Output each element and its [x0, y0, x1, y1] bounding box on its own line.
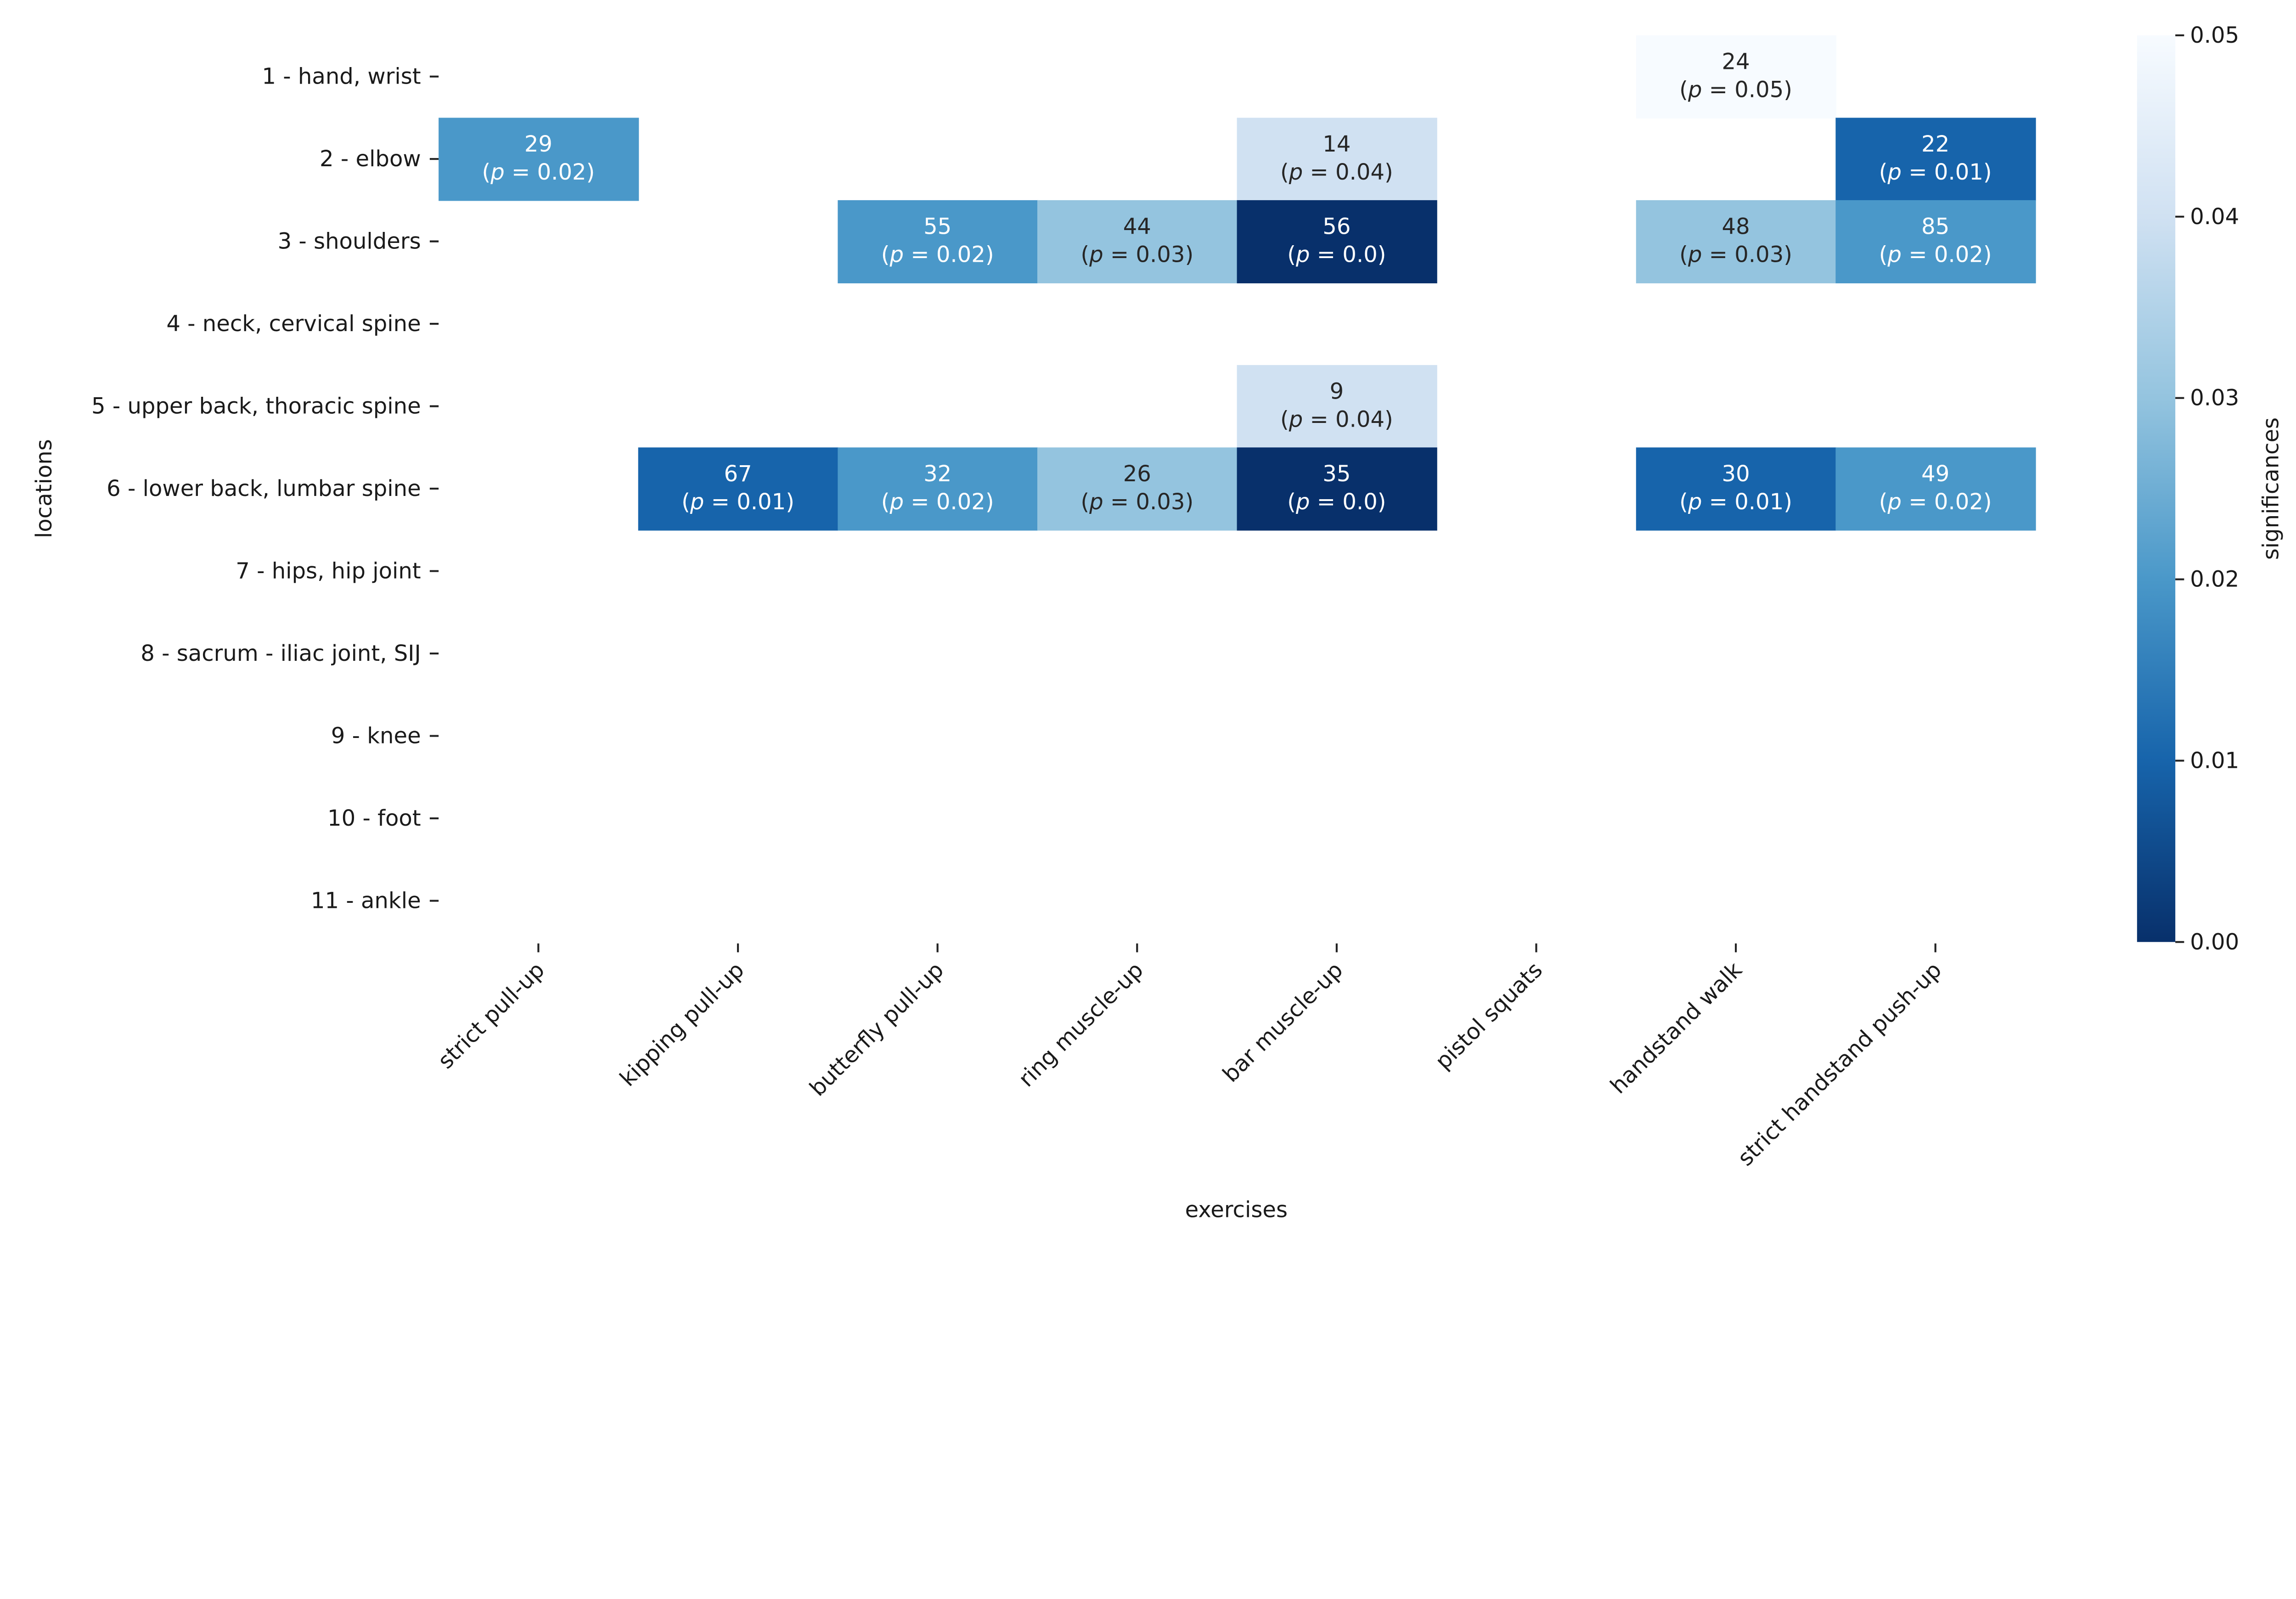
cell-rect [1037, 447, 1238, 531]
cell-count-label: 85 [1921, 214, 1949, 240]
x-tick-label: strict pull-up [433, 957, 550, 1074]
y-axis: 1 - hand, wrist 2 - elbow 3 - shoulders 4 -… [91, 64, 439, 914]
x-tick-label: handstand walk [1605, 957, 1747, 1099]
colorbar [2137, 35, 2176, 942]
y-tick-label: 11 - ankle [311, 888, 421, 914]
cell-count-label: 32 [923, 461, 951, 487]
cell-rect [1237, 447, 1437, 531]
cell-count-label: 67 [724, 461, 752, 487]
heatmap-cell: 49(p = 0.02) [1835, 447, 2036, 531]
x-tick-label: kipping pull-up [615, 957, 749, 1092]
cell-rect [439, 118, 639, 201]
heatmap-cell: 14(p = 0.04) [1237, 118, 1437, 201]
cell-rect [838, 200, 1038, 283]
cell-p-label: (p = 0.04) [1280, 406, 1393, 432]
heatmap-cell: 85(p = 0.02) [1835, 200, 2036, 283]
x-axis: strict pull-up kipping pull-up butterfly p… [433, 943, 1947, 1171]
cell-p-label: (p = 0.01) [681, 489, 794, 515]
cell-p-label: (p = 0.02) [1879, 489, 1992, 515]
colorbar-tick-label: 0.03 [2190, 385, 2239, 411]
heatmap-cell: 44(p = 0.03) [1037, 200, 1238, 283]
x-tick-label: ring muscle-up [1013, 957, 1148, 1092]
cell-count-label: 44 [1123, 214, 1151, 240]
y-tick-label: 6 - lower back, lumbar spine [107, 476, 421, 501]
cell-rect [1237, 365, 1437, 448]
heatmap-cell: 26(p = 0.03) [1037, 447, 1238, 531]
cell-p-label: (p = 0.0) [1287, 242, 1386, 268]
colorbar-tick-label: 0.04 [2190, 204, 2239, 230]
cell-p-label: (p = 0.04) [1280, 159, 1393, 185]
colorbar-label: significances [2258, 417, 2284, 560]
cell-p-label: (p = 0.02) [881, 489, 994, 515]
y-tick-label: 4 - neck, cervical spine [166, 311, 421, 337]
cell-rect [838, 447, 1038, 531]
cell-count-label: 26 [1123, 461, 1151, 487]
cell-p-label: (p = 0.03) [1679, 242, 1792, 268]
x-tick-label: butterfly pull-up [805, 957, 949, 1101]
x-tick-label: pistol squats [1430, 957, 1548, 1074]
heatmap-cell: 29(p = 0.02) [439, 118, 639, 201]
cell-count-label: 24 [1722, 49, 1750, 75]
cell-p-label: (p = 0.03) [1080, 242, 1193, 268]
heatmap-cell: 67(p = 0.01) [638, 447, 838, 531]
heatmap-cell: 24(p = 0.05) [1636, 35, 1837, 119]
y-tick-label: 2 - elbow [320, 146, 421, 172]
y-axis-label: locations [31, 439, 57, 538]
colorbar-tick-label: 0.05 [2190, 23, 2239, 48]
cell-rect [1237, 118, 1437, 201]
cell-p-label: (p = 0.02) [482, 159, 595, 185]
heatmap-cell: 30(p = 0.01) [1636, 447, 1837, 531]
y-tick-label: 7 - hips, hip joint [236, 558, 421, 584]
heatmap-chart: 24(p = 0.05)29(p = 0.02)14(p = 0.04)22(p… [31, 23, 2284, 1223]
cell-count-label: 14 [1322, 131, 1351, 157]
x-tick-label: bar muscle-up [1218, 957, 1348, 1087]
cell-count-label: 30 [1722, 461, 1750, 487]
x-axis-label: exercises [1185, 1197, 1288, 1223]
cell-count-label: 55 [923, 214, 951, 240]
y-tick-label: 1 - hand, wrist [262, 64, 421, 90]
cell-rect [1237, 200, 1437, 283]
heatmap-cell: 32(p = 0.02) [838, 447, 1038, 531]
cell-rect [638, 447, 838, 531]
cell-p-label: (p = 0.05) [1679, 77, 1792, 103]
colorbar-tick-label: 0.02 [2190, 567, 2239, 592]
colorbar-ticks: 0.00 0.01 0.02 0.03 0.04 0.05 [2175, 23, 2239, 955]
heatmap-cell: 9(p = 0.04) [1237, 365, 1437, 448]
cell-count-label: 29 [524, 131, 552, 157]
cell-p-label: (p = 0.02) [1879, 242, 1992, 268]
heatmap-cell: 35(p = 0.0) [1237, 447, 1437, 531]
cell-p-label: (p = 0.01) [1679, 489, 1792, 515]
cell-count-label: 9 [1330, 379, 1344, 405]
heatmap-cell: 56(p = 0.0) [1237, 200, 1437, 283]
cell-count-label: 48 [1722, 214, 1750, 240]
y-tick-label: 8 - sacrum - iliac joint, SIJ [141, 641, 421, 666]
cell-rect [1636, 447, 1837, 531]
heatmap-cell: 22(p = 0.01) [1835, 118, 2036, 201]
y-tick-label: 3 - shoulders [278, 229, 421, 254]
heatmap-cell: 48(p = 0.03) [1636, 200, 1837, 283]
cell-p-label: (p = 0.02) [881, 242, 994, 268]
x-tick-label: strict handstand push-up [1733, 957, 1947, 1171]
heatmap-cell: 55(p = 0.02) [838, 200, 1038, 283]
y-tick-label: 5 - upper back, thoracic spine [91, 394, 421, 419]
cell-count-label: 35 [1322, 461, 1351, 487]
cell-rect [1037, 200, 1238, 283]
y-tick-label: 9 - knee [331, 723, 421, 749]
cell-rect [1636, 200, 1837, 283]
cell-count-label: 56 [1322, 214, 1351, 240]
cell-p-label: (p = 0.03) [1080, 489, 1193, 515]
colorbar-tick-label: 0.00 [2190, 929, 2239, 955]
cell-count-label: 22 [1921, 131, 1949, 157]
cell-p-label: (p = 0.01) [1879, 159, 1992, 185]
cell-rect [1835, 200, 2036, 283]
cell-rect [1835, 118, 2036, 201]
cell-rect [1636, 35, 1837, 119]
y-tick-label: 10 - foot [327, 805, 421, 831]
heatmap-cells: 24(p = 0.05)29(p = 0.02)14(p = 0.04)22(p… [439, 35, 2036, 531]
colorbar-tick-label: 0.01 [2190, 748, 2239, 773]
cell-count-label: 49 [1921, 461, 1949, 487]
cell-rect [1835, 447, 2036, 531]
cell-p-label: (p = 0.0) [1287, 489, 1386, 515]
